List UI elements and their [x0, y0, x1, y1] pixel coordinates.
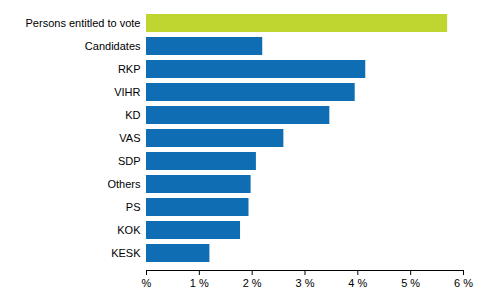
svg-text:Candidates: Candidates — [85, 40, 141, 52]
svg-text:Persons entitled to vote: Persons entitled to vote — [26, 17, 141, 29]
svg-text:VAS: VAS — [119, 132, 140, 144]
svg-text:5 %: 5 % — [401, 277, 420, 289]
svg-text:SDP: SDP — [118, 155, 141, 167]
svg-text:2 %: 2 % — [243, 277, 262, 289]
svg-text:6 %: 6 % — [454, 277, 473, 289]
svg-text:%: % — [142, 277, 152, 289]
svg-text:RKP: RKP — [118, 63, 141, 75]
svg-text:4 %: 4 % — [348, 277, 367, 289]
svg-text:PS: PS — [126, 201, 141, 213]
svg-text:VIHR: VIHR — [114, 86, 140, 98]
svg-text:1 %: 1 % — [190, 277, 209, 289]
svg-text:3 %: 3 % — [296, 277, 315, 289]
svg-text:KD: KD — [125, 109, 140, 121]
svg-text:KOK: KOK — [117, 224, 141, 236]
svg-text:Others: Others — [107, 178, 141, 190]
svg-text:KESK: KESK — [111, 247, 141, 259]
